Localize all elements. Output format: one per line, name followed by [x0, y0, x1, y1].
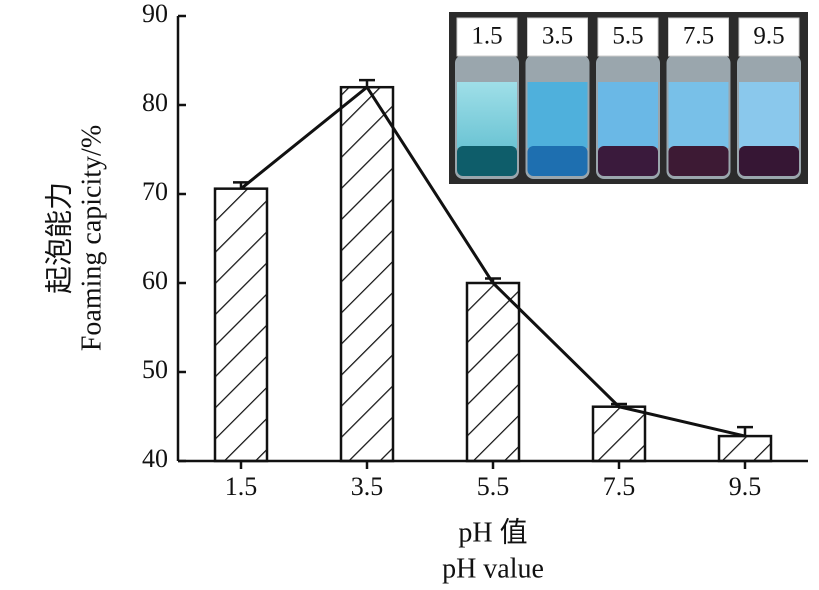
liquid [598, 146, 658, 176]
x-tick-label: 1.5 [225, 472, 258, 501]
foam [668, 82, 729, 148]
trend-line [240, 84, 746, 438]
y-tick-label: 40 [142, 444, 168, 473]
liquid [739, 146, 799, 176]
x-tick-label: 5.5 [477, 472, 510, 501]
y-axis-label-zh: 起泡能力 [43, 182, 75, 294]
x-tick-label: 3.5 [351, 472, 384, 501]
foam [739, 82, 799, 148]
bar [465, 281, 521, 463]
vial-label: 1.5 [471, 23, 502, 50]
y-tick-label: 80 [142, 88, 168, 117]
inset-photo: 1.5 3.5 5.5 7.5 9.5 [449, 12, 808, 184]
bar [591, 405, 647, 463]
vial-label-box [738, 17, 800, 57]
vial-label-box [597, 17, 659, 57]
vial-label: 9.5 [753, 23, 784, 50]
vial-label-box [527, 17, 588, 57]
vial-label-box [668, 17, 729, 57]
x-tick-label: 7.5 [603, 472, 636, 501]
foam [598, 82, 658, 148]
bar [339, 85, 395, 463]
y-tick-label: 70 [142, 177, 168, 206]
vial-label-box [456, 17, 518, 57]
y-axis-label: Foaming capicity/% [76, 125, 107, 351]
vial-label: 3.5 [542, 23, 573, 50]
x-axis-label: pH value [442, 553, 544, 584]
vial-label: 5.5 [612, 23, 643, 50]
liquid [457, 146, 517, 176]
y-tick-label: 50 [142, 355, 168, 384]
bar [717, 434, 773, 463]
liquid [527, 146, 588, 176]
foam [527, 82, 588, 148]
x-tick-label: 9.5 [729, 472, 762, 501]
x-axis-label-zh: pH 值 [458, 516, 527, 548]
vial-label: 7.5 [683, 23, 714, 50]
y-tick-label: 60 [142, 266, 168, 295]
bar [213, 187, 269, 463]
foam [457, 82, 517, 148]
liquid [668, 146, 729, 176]
y-tick-label: 90 [142, 0, 168, 28]
